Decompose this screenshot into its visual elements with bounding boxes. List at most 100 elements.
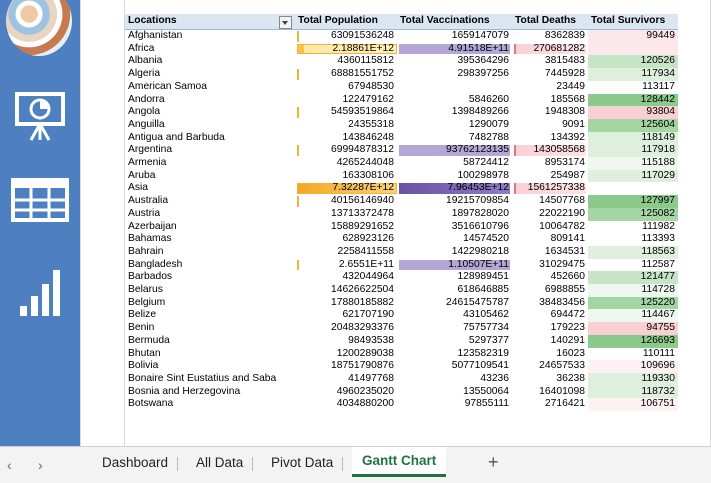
table-row[interactable]: Belarus 14626622504 618646885 6988855 114728 — [125, 284, 678, 297]
survivors-cell[interactable]: 114728 — [588, 284, 678, 297]
vaccinations-cell[interactable]: 75757734 — [397, 322, 512, 335]
deaths-cell[interactable]: 3815483 — [512, 55, 588, 68]
deaths-cell[interactable]: 6988855 — [512, 284, 588, 297]
header-total-vaccinations[interactable]: Total Vaccinations — [397, 14, 512, 30]
survivors-cell[interactable]: 118149 — [588, 131, 678, 145]
population-cell[interactable]: 7.32287E+12 — [295, 182, 397, 195]
vaccinations-cell[interactable] — [397, 81, 512, 94]
location-cell[interactable]: Benin — [125, 322, 295, 335]
survivors-cell[interactable]: 113117 — [588, 80, 678, 94]
deaths-cell[interactable]: 1634531 — [512, 246, 588, 259]
survivors-cell[interactable]: 94755 — [588, 322, 678, 335]
location-cell[interactable]: Azerbaijan — [125, 221, 295, 234]
survivors-cell[interactable]: 118563 — [588, 245, 678, 259]
deaths-cell[interactable]: 185568 — [512, 94, 588, 107]
deaths-cell[interactable]: 31029475 — [512, 259, 588, 272]
survivors-cell[interactable]: 125220 — [588, 296, 678, 310]
tab-pivot-data[interactable]: Pivot Data — [261, 449, 344, 477]
scroll-left-icon[interactable]: ‹ — [7, 457, 12, 473]
vaccinations-cell[interactable]: 14574520 — [397, 233, 512, 246]
population-cell[interactable]: 432044964 — [295, 271, 397, 284]
table-row[interactable]: Bermuda 98493538 5297377 140291 126693 — [125, 334, 678, 348]
deaths-cell[interactable]: 2716421 — [512, 398, 588, 411]
vaccinations-cell[interactable]: 100298978 — [397, 170, 512, 183]
deaths-cell[interactable]: 10064782 — [512, 221, 588, 234]
table-row[interactable]: Benin 20483293376 75757734 179223 94755 — [125, 322, 678, 335]
population-cell[interactable]: 54593519864 — [295, 106, 397, 119]
population-cell[interactable]: 2.6551E+11 — [295, 259, 397, 272]
table-row[interactable]: Albania 4360115812 395364296 3815483 120526 — [125, 55, 678, 69]
table-row[interactable]: Bhutan 1200289038 123582319 16023 110111 — [125, 347, 678, 361]
add-sheet-icon[interactable]: + — [488, 452, 499, 472]
survivors-cell[interactable] — [588, 42, 678, 56]
table-row[interactable]: Botswana 4034880200 97855111 2716421 106751 — [125, 398, 678, 412]
table-row[interactable]: Angola 54593519864 1398489266 1948308 93804 — [125, 106, 678, 119]
table-row[interactable]: American Samoa 67948530 23449 113117 — [125, 80, 678, 94]
vaccinations-cell[interactable]: 395364296 — [397, 55, 512, 68]
survivors-cell[interactable]: 128442 — [588, 93, 678, 107]
location-cell[interactable]: Bhutan — [125, 348, 295, 361]
population-cell[interactable]: 14626622504 — [295, 284, 397, 297]
table-row[interactable]: Austria 13713372478 1897828020 22022190 1250… — [125, 207, 678, 221]
deaths-cell[interactable]: 179223 — [512, 322, 588, 335]
vaccinations-cell[interactable]: 5297377 — [397, 335, 512, 348]
survivors-cell[interactable]: 114467 — [588, 309, 678, 323]
vaccinations-cell[interactable]: 58724412 — [397, 157, 512, 170]
vaccinations-cell[interactable]: 5077109541 — [397, 360, 512, 373]
population-cell[interactable]: 67948530 — [295, 81, 397, 94]
location-cell[interactable]: Botswana — [125, 398, 295, 411]
worksheet-area[interactable]: Locations Total Population Total Vaccina… — [0, 0, 711, 446]
deaths-cell[interactable]: 8953174 — [512, 157, 588, 170]
deaths-cell[interactable]: 694472 — [512, 309, 588, 322]
population-cell[interactable]: 20483293376 — [295, 322, 397, 335]
vaccinations-cell[interactable]: 7.96453E+12 — [397, 182, 512, 195]
population-cell[interactable]: 69994878312 — [295, 144, 397, 157]
location-cell[interactable]: Bangladesh — [125, 259, 295, 272]
vaccinations-cell[interactable]: 3516610796 — [397, 221, 512, 234]
population-cell[interactable]: 17880185882 — [295, 297, 397, 310]
vaccinations-cell[interactable]: 43236 — [397, 373, 512, 386]
location-cell[interactable]: Belize — [125, 309, 295, 322]
table-row[interactable]: Bonaire Sint Eustatius and Saba 41497768 4… — [125, 372, 678, 386]
table-row[interactable]: Armenia 4265244048 58724412 8953174 115188 — [125, 157, 678, 170]
vaccinations-cell[interactable]: 7482788 — [397, 132, 512, 145]
location-cell[interactable]: Australia — [125, 195, 295, 208]
table-row[interactable]: Algeria 68881551752 298397256 7445928 117934 — [125, 68, 678, 81]
deaths-cell[interactable]: 1948308 — [512, 106, 588, 119]
vaccinations-cell[interactable]: 1659147079 — [397, 30, 512, 43]
survivors-cell[interactable]: 110111 — [588, 347, 678, 361]
vaccinations-cell[interactable]: 618646885 — [397, 284, 512, 297]
location-cell[interactable]: Bahamas — [125, 233, 295, 246]
population-cell[interactable]: 24355318 — [295, 119, 397, 132]
table-row[interactable]: Africa 2.18861E+12 4.91518E+11 270681282 — [125, 42, 678, 56]
survivors-cell[interactable]: 117029 — [588, 169, 678, 183]
scroll-right-icon[interactable]: › — [38, 457, 43, 473]
population-cell[interactable]: 143846248 — [295, 132, 397, 145]
location-cell[interactable]: Belgium — [125, 297, 295, 310]
header-locations[interactable]: Locations — [125, 14, 295, 30]
deaths-cell[interactable]: 140291 — [512, 335, 588, 348]
survivors-cell[interactable]: 125082 — [588, 207, 678, 221]
population-cell[interactable]: 4034880200 — [295, 398, 397, 411]
survivors-cell[interactable]: 121477 — [588, 271, 678, 285]
table-row[interactable]: Bahamas 628923126 14574520 809141 113393 — [125, 233, 678, 246]
vaccinations-cell[interactable]: 1897828020 — [397, 208, 512, 221]
survivors-cell[interactable]: 113393 — [588, 233, 678, 246]
survivors-cell[interactable]: 117934 — [588, 68, 678, 81]
location-cell[interactable]: Afghanistan — [125, 30, 295, 43]
table-row[interactable]: Asia 7.32287E+12 7.96453E+12 1561257338 — [125, 182, 678, 196]
deaths-cell[interactable]: 14507768 — [512, 195, 588, 208]
table-row[interactable]: Bosnia and Herzegovina 4960235020 13550064… — [125, 385, 678, 399]
population-cell[interactable]: 40156146940 — [295, 195, 397, 208]
vaccinations-cell[interactable]: 24615475787 — [397, 297, 512, 310]
survivors-cell[interactable]: 118732 — [588, 385, 678, 399]
location-cell[interactable]: Austria — [125, 208, 295, 221]
deaths-cell[interactable]: 134392 — [512, 132, 588, 145]
population-cell[interactable]: 13713372478 — [295, 208, 397, 221]
survivors-cell[interactable]: 119330 — [588, 372, 678, 386]
deaths-cell[interactable]: 1561257338 — [512, 182, 588, 195]
vaccinations-cell[interactable]: 43105462 — [397, 309, 512, 322]
vaccinations-cell[interactable]: 123582319 — [397, 348, 512, 361]
tab-all-data[interactable]: All Data — [186, 449, 254, 477]
location-cell[interactable]: Bolivia — [125, 360, 295, 373]
